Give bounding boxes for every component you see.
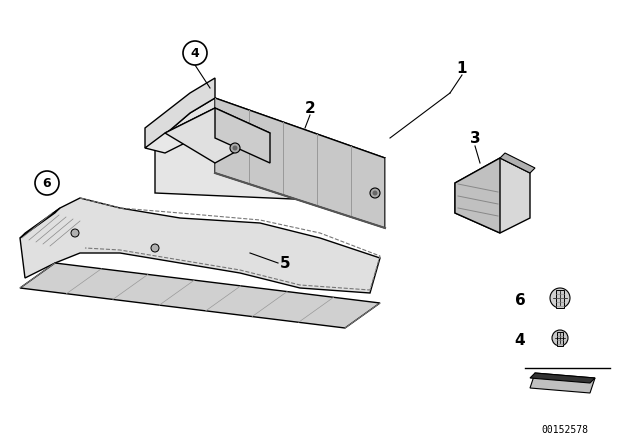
Circle shape — [232, 146, 237, 151]
Text: 6: 6 — [515, 293, 525, 307]
Polygon shape — [145, 108, 215, 153]
Circle shape — [370, 188, 380, 198]
Polygon shape — [155, 98, 385, 203]
Circle shape — [552, 330, 568, 346]
Bar — [557, 332, 563, 346]
Polygon shape — [530, 373, 595, 393]
Text: 3: 3 — [470, 130, 480, 146]
Text: 4: 4 — [191, 47, 200, 60]
Polygon shape — [455, 158, 530, 233]
Text: 4: 4 — [515, 332, 525, 348]
Circle shape — [550, 288, 570, 308]
Polygon shape — [500, 153, 535, 173]
Circle shape — [230, 143, 240, 153]
Polygon shape — [455, 158, 500, 233]
Polygon shape — [20, 263, 380, 328]
Circle shape — [372, 190, 378, 195]
Text: 2: 2 — [305, 100, 316, 116]
Text: 1: 1 — [457, 60, 467, 76]
Text: 6: 6 — [43, 177, 51, 190]
Circle shape — [35, 171, 59, 195]
Polygon shape — [215, 108, 270, 163]
Polygon shape — [145, 78, 215, 148]
Polygon shape — [20, 198, 380, 293]
Bar — [556, 290, 564, 308]
Polygon shape — [530, 373, 595, 383]
Polygon shape — [215, 98, 385, 228]
Text: 5: 5 — [280, 255, 291, 271]
Circle shape — [183, 41, 207, 65]
Polygon shape — [20, 208, 60, 238]
Polygon shape — [165, 108, 270, 163]
Text: 00152578: 00152578 — [541, 425, 589, 435]
Circle shape — [71, 229, 79, 237]
Circle shape — [151, 244, 159, 252]
